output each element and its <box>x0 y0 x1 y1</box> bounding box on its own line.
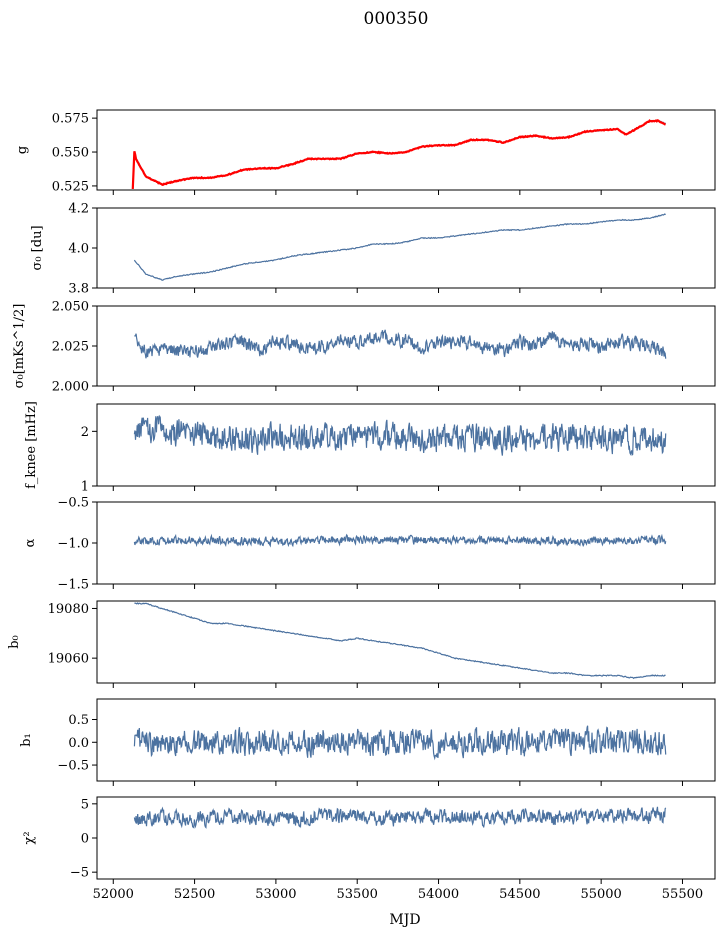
y-tick-label-b0: 19080 <box>48 602 89 617</box>
axes-frame-b1 <box>96 698 716 782</box>
y-axis-label-fknee: f_knee [mHz] <box>24 401 39 489</box>
y-tick-label-sigma_rate: 2.000 <box>52 380 89 395</box>
y-tick-label-sigma0: 4.0 <box>68 242 89 257</box>
axes-frame-sigma_rate <box>96 305 716 387</box>
y-tick-label-chi2: 0 <box>81 832 89 847</box>
axes-frame-b0 <box>96 600 716 684</box>
y-tick-label-b1: −0.5 <box>57 759 89 774</box>
x-tick-label: 52000 <box>93 887 134 902</box>
y-axis-label-sigma0: σ₀ [du] <box>30 225 45 270</box>
y-tick-label-alpha: −1.5 <box>57 578 89 593</box>
y-tick-label-fknee: 2 <box>81 425 89 440</box>
y-tick-label-sigma0: 3.8 <box>68 282 89 297</box>
series-line-b1-0 <box>133 725 667 761</box>
panel-fknee: 1 2 f_knee [mHz] <box>24 401 716 495</box>
y-axis-label-chi2: χ² <box>22 831 37 844</box>
series-line-sigma0-0 <box>133 213 666 281</box>
y-tick-label-b1: 0.0 <box>68 736 89 751</box>
y-tick-label-g: 0.550 <box>52 146 89 161</box>
y-axis-label-alpha: α <box>23 538 38 547</box>
x-tick-label: 52500 <box>174 887 215 902</box>
panel-b0: 19060 19080 b₀ <box>7 600 716 688</box>
panel-sigma0: 3.8 4.0 4.2 σ₀ [du] <box>30 202 716 297</box>
series-line-chi2-0 <box>133 806 667 829</box>
x-tick-label: 53500 <box>337 887 378 902</box>
y-tick-label-g: 0.575 <box>52 112 89 127</box>
y-tick-label-alpha: −1.0 <box>57 537 89 552</box>
x-tick-label: 55500 <box>662 887 703 902</box>
panel-alpha: −1.5 −1.0 −0.5 α <box>23 496 716 593</box>
y-axis-label-g: g <box>15 146 30 154</box>
y-tick-label-g: 0.525 <box>52 179 89 194</box>
figure-title: 000350 <box>364 9 429 29</box>
series-line-b0-0 <box>134 602 666 680</box>
axes-frame-chi2 <box>96 796 716 880</box>
y-axis-label-b1: b₁ <box>19 733 34 747</box>
series-line-sigma_rate-0 <box>134 329 667 359</box>
y-axis-label-sigma_rate: σ₀[mKs^1/2] <box>12 304 27 389</box>
x-axis-label: MJD <box>389 912 420 928</box>
y-tick-label-sigma_rate: 2.025 <box>52 340 89 355</box>
series-line-g-1 <box>131 119 666 190</box>
x-tick-label: 53000 <box>255 887 296 902</box>
y-tick-label-chi2: 5 <box>81 797 89 812</box>
y-axis-label-b0: b₀ <box>7 635 22 649</box>
panel-sigma_rate: 2.000 2.025 2.050 σ₀[mKs^1/2] <box>12 300 716 395</box>
axes-frame-fknee <box>96 403 716 487</box>
panel-g: 0.525 0.550 0.575 g <box>15 109 716 195</box>
axes-frame-g <box>96 109 716 191</box>
x-tick-label: 54000 <box>418 887 459 902</box>
x-tick-label: 55000 <box>580 887 621 902</box>
y-tick-label-b1: 0.5 <box>68 713 89 728</box>
panel-chi2: −5 0 5 52000 52500 53000 53500 54000 54500 55000 5… <box>22 796 716 902</box>
y-tick-label-sigma_rate: 2.050 <box>52 300 89 315</box>
panel-b1: −0.5 0.0 0.5 b₁ <box>19 698 716 786</box>
x-tick-label: 54500 <box>499 887 540 902</box>
y-tick-label-sigma0: 4.2 <box>68 202 89 217</box>
y-tick-label-chi2: −5 <box>70 866 89 881</box>
y-tick-label-b0: 19060 <box>48 652 89 667</box>
y-tick-label-alpha: −0.5 <box>57 496 89 511</box>
series-line-alpha-0 <box>133 533 667 548</box>
series-line-fknee-0 <box>133 414 667 456</box>
y-tick-label-fknee: 1 <box>81 480 89 495</box>
